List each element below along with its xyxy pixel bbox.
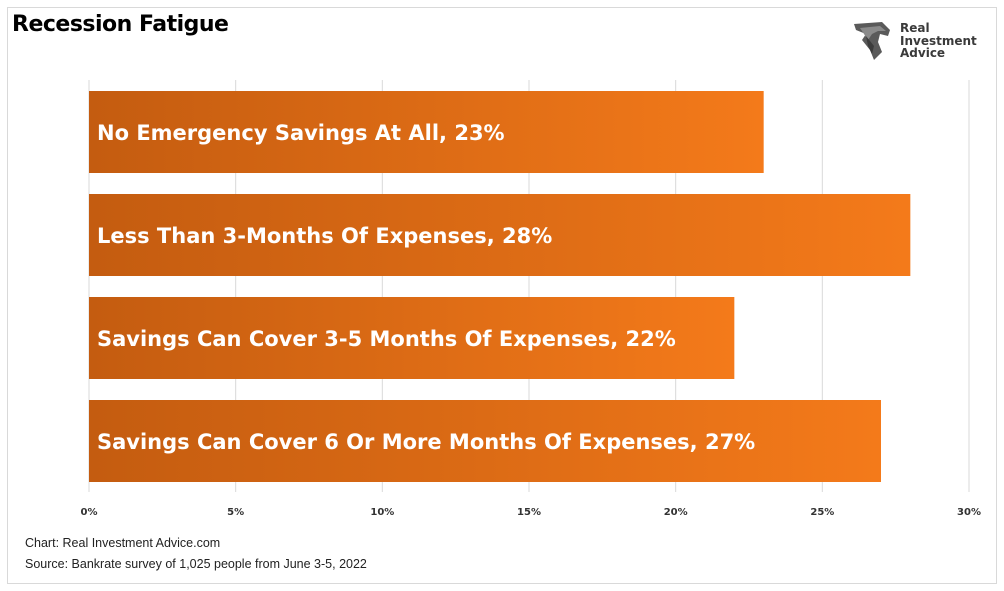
brand-logo: Real Investment Advice: [852, 20, 982, 62]
bars: [89, 91, 911, 482]
bar: [89, 297, 735, 379]
chart-source: Source: Bankrate survey of 1,025 people …: [25, 557, 367, 571]
bar: [89, 91, 764, 173]
x-tick-label: 10%: [370, 507, 394, 518]
x-tick-label: 5%: [227, 507, 244, 518]
logo-line-3: Advice: [900, 46, 946, 60]
chart-frame: [7, 7, 997, 584]
bar-labels: No Emergency Savings At All, 23% Less Tha…: [97, 121, 755, 454]
chart-credit: Chart: Real Investment Advice.com: [25, 536, 221, 550]
chart-title: Recession Fatigue: [12, 12, 229, 37]
bar-label: Less Than 3-Months Of Expenses, 28%: [97, 224, 552, 248]
bar: [89, 194, 911, 276]
logo-text: Real Investment Advice: [900, 22, 977, 60]
x-tick-label: 0%: [81, 507, 98, 518]
logo-line-2: Investment: [900, 33, 977, 48]
x-tick-label: 25%: [810, 507, 834, 518]
logo-line-1: Real: [900, 21, 930, 35]
x-axis-ticks: 0% 5% 10% 15% 20% 25% 30%: [81, 507, 981, 518]
bar-label: No Emergency Savings At All, 23%: [97, 121, 505, 145]
eagle-head-icon: [854, 22, 890, 60]
bar-label: Savings Can Cover 6 Or More Months Of Ex…: [97, 430, 755, 454]
x-tick-label: 30%: [957, 507, 981, 518]
bar: [89, 400, 881, 482]
x-tick-label: 20%: [664, 507, 688, 518]
bar-label: Savings Can Cover 3-5 Months Of Expenses…: [97, 327, 676, 351]
x-tick-label: 15%: [517, 507, 541, 518]
